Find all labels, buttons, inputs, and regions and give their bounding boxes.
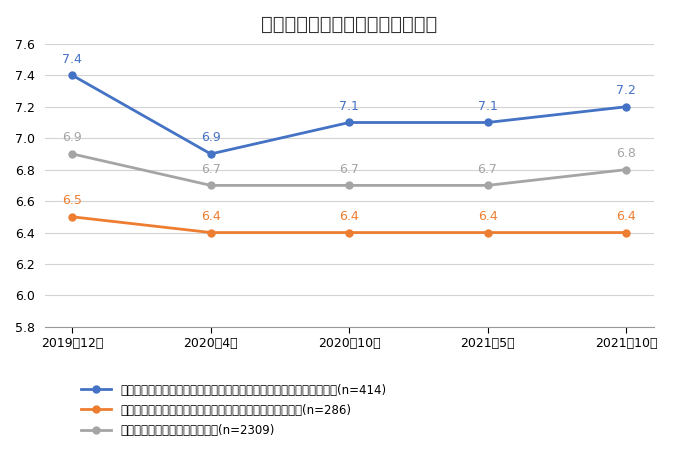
Legend: もともと在宅勤務をしておらず、コロナ以降に在宅勤務をし続けた人(n=414), もともと在宅勤務していた人で、在宅勤務し続けている人(n=286), 一度も在宅: もともと在宅勤務をしておらず、コロナ以降に在宅勤務をし続けた人(n=414), …: [81, 384, 386, 437]
Title: 在宅勤務の経験と各時点の生産性: 在宅勤務の経験と各時点の生産性: [261, 15, 437, 34]
もともと在宅勤務していた人で、在宅勤務し続けている人(n=286): [483, 230, 491, 235]
一度も在宅勤務をしていない人(n=2309): [345, 183, 353, 188]
一度も在宅勤務をしていない人(n=2309): [207, 183, 215, 188]
Text: 6.9: 6.9: [62, 131, 82, 144]
Text: 7.2: 7.2: [616, 84, 636, 97]
Text: 7.1: 7.1: [339, 100, 359, 113]
Line: もともと在宅勤務をしておらず、コロナ以降に在宅勤務をし続けた人(n=414): もともと在宅勤務をしておらず、コロナ以降に在宅勤務をし続けた人(n=414): [69, 72, 629, 158]
もともと在宅勤務をしておらず、コロナ以降に在宅勤務をし続けた人(n=414): [483, 120, 491, 125]
Text: 7.1: 7.1: [477, 100, 498, 113]
もともと在宅勤務していた人で、在宅勤務し続けている人(n=286): [207, 230, 215, 235]
Text: 6.4: 6.4: [616, 210, 635, 223]
Text: 6.4: 6.4: [478, 210, 498, 223]
もともと在宅勤務していた人で、在宅勤務し続けている人(n=286): [68, 214, 76, 220]
Text: 6.9: 6.9: [201, 131, 220, 144]
Text: 6.8: 6.8: [616, 147, 636, 160]
Text: 6.7: 6.7: [477, 163, 498, 176]
一度も在宅勤務をしていない人(n=2309): [622, 167, 630, 173]
もともと在宅勤務していた人で、在宅勤務し続けている人(n=286): [345, 230, 353, 235]
一度も在宅勤務をしていない人(n=2309): [483, 183, 491, 188]
もともと在宅勤務していた人で、在宅勤務し続けている人(n=286): [622, 230, 630, 235]
もともと在宅勤務をしておらず、コロナ以降に在宅勤務をし続けた人(n=414): [68, 73, 76, 78]
Text: 6.7: 6.7: [339, 163, 359, 176]
もともと在宅勤務をしておらず、コロナ以降に在宅勤務をし続けた人(n=414): [622, 104, 630, 109]
Text: 6.5: 6.5: [62, 194, 82, 207]
Text: 6.7: 6.7: [201, 163, 220, 176]
もともと在宅勤務をしておらず、コロナ以降に在宅勤務をし続けた人(n=414): [207, 151, 215, 157]
一度も在宅勤務をしていない人(n=2309): [68, 151, 76, 157]
Text: 6.4: 6.4: [201, 210, 220, 223]
Line: もともと在宅勤務していた人で、在宅勤務し続けている人(n=286): もともと在宅勤務していた人で、在宅勤務し続けている人(n=286): [69, 213, 629, 236]
もともと在宅勤務をしておらず、コロナ以降に在宅勤務をし続けた人(n=414): [345, 120, 353, 125]
Text: 6.4: 6.4: [339, 210, 359, 223]
Line: 一度も在宅勤務をしていない人(n=2309): 一度も在宅勤務をしていない人(n=2309): [69, 150, 629, 189]
Text: 7.4: 7.4: [62, 53, 82, 66]
